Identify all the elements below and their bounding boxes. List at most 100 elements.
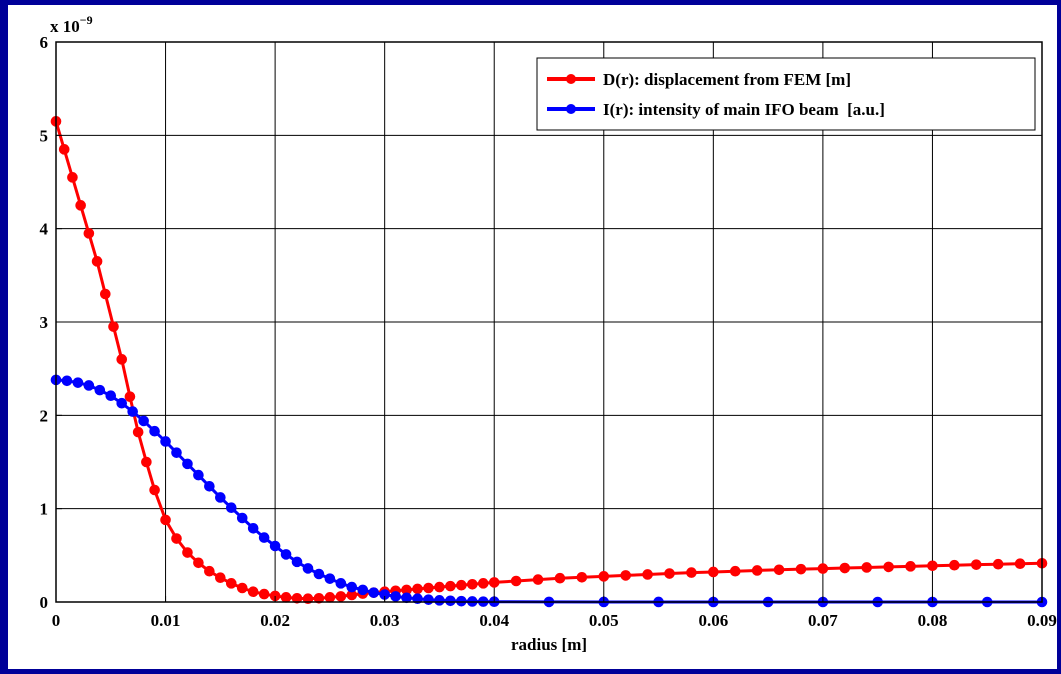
series-2 [50,374,1048,608]
data-point [423,582,434,594]
data-point [291,556,303,568]
data-point [258,532,270,543]
data-point [116,354,128,365]
data-point [324,592,336,603]
data-point [182,547,193,558]
data-point [412,583,423,595]
legend-label: I(r): intensity of main IFO beam [a.u.] [603,100,885,119]
x-tick-label: 0.08 [918,611,948,630]
x-tick-label: 0.06 [698,611,728,630]
legend-label: D(r): displacement from FEM [m] [603,70,851,89]
x-axis-label: radius [m] [511,635,587,654]
x-tick-label: 0.02 [260,611,290,630]
data-point [108,321,119,332]
data-point [291,592,303,604]
data-point [215,572,226,584]
data-point [72,377,84,388]
data-point [576,571,588,583]
data-point [313,568,325,580]
grid [56,42,1042,602]
data-point [75,200,86,211]
data-point [83,228,95,239]
series-1 [50,116,1048,605]
data-point [708,566,719,578]
data-point [751,565,763,576]
data-point [1014,558,1026,570]
data-point [225,502,237,514]
data-point [302,563,314,574]
data-point [434,595,445,606]
data-point [141,456,152,468]
data-point [773,564,785,576]
data-point [598,571,610,582]
data-point [204,480,215,492]
data-point [149,425,160,437]
y-tick-label: 4 [40,220,49,239]
data-point [91,256,103,267]
data-point [324,573,336,584]
x-tick-label: 0 [52,611,61,630]
tick-labels: 0 0.01 0.02 0.03 0.04 0.05 0.06 0.07 0.08 0.09 0 1 2… [40,33,1057,630]
data-point [67,172,78,183]
data-point [247,522,259,534]
data-point [100,288,111,300]
data-point [488,577,500,588]
y-exponent-label: x 10−9 [50,13,93,36]
data-point [127,406,138,417]
data-point [992,558,1004,570]
data-point [58,144,70,155]
data-point [412,593,423,605]
data-point [642,569,653,580]
data-point [193,557,204,569]
y-tick-label: 0 [40,593,49,612]
data-point [182,458,193,470]
data-point [171,447,182,458]
y-tick-label: 1 [40,500,49,519]
legend-entry-2: I(r): intensity of main IFO beam [a.u.] [547,100,885,119]
data-point [124,391,136,402]
data-point [729,565,741,577]
data-point [247,586,259,598]
y-tick-label: 6 [40,33,49,52]
data-point [883,561,894,573]
data-point [61,375,73,387]
data-point [423,594,434,605]
data-point [456,579,467,591]
data-point [204,565,215,577]
series-layer [50,116,1048,608]
x-tick-label: 0.05 [589,611,619,630]
data-point [138,415,149,427]
data-point [390,591,401,602]
data-point [664,568,675,579]
y-tick-label: 3 [40,313,49,332]
legend-entry-1: D(r): displacement from FEM [m] [547,70,851,89]
data-point [686,567,697,578]
data-point [620,570,631,581]
data-point [280,549,292,560]
data-point [258,588,270,600]
data-point [357,584,369,596]
x-tick-label: 0.04 [479,611,509,630]
data-point [970,559,982,570]
data-point [160,436,171,447]
legend: D(r): displacement from FEM [m] I(r): int… [536,57,1036,131]
data-point [335,578,347,589]
data-point [269,540,281,552]
data-point [401,592,412,604]
data-point [839,562,851,574]
data-point [554,572,566,584]
data-point [905,561,916,572]
series-line [54,120,1043,601]
data-point [335,591,347,602]
data-point [510,575,522,587]
data-point [280,592,292,603]
data-point [236,512,248,524]
legend-box [536,57,1036,131]
legend-marker [566,74,576,84]
data-point [445,580,456,592]
x-tick-label: 0.01 [151,611,181,630]
data-point [456,595,467,607]
y-tick-label: 2 [40,406,49,425]
data-point [795,563,807,575]
